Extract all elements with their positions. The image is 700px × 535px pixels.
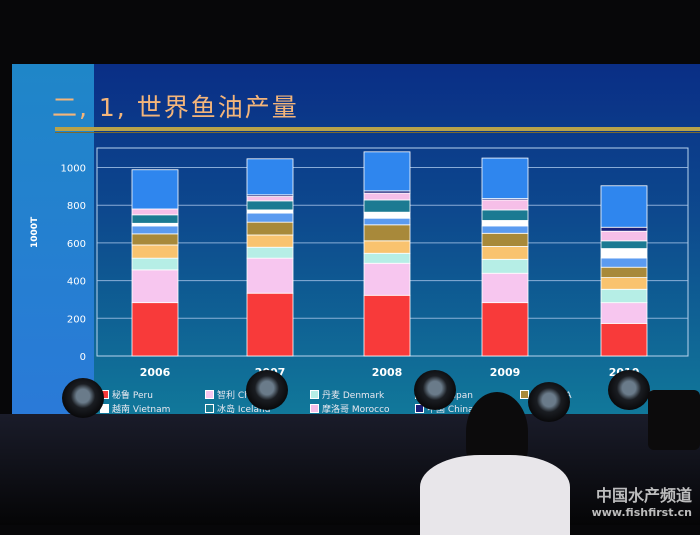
bar-segment [131,302,179,357]
y-tick-label: 400 [67,277,86,288]
slide-left-band [12,64,94,414]
watermark-url: www.fishfirst.cn [591,506,692,519]
legend-label: 中国 China [427,405,474,415]
bar-segment [600,226,648,232]
legend-swatch [205,404,214,413]
bar-segment [481,157,529,200]
legend-swatch [310,404,319,413]
bar-segment [481,302,529,357]
bar-segment [600,185,648,228]
bar-segment [131,214,179,224]
bar-segment [246,196,294,202]
bar-segment [600,302,648,324]
bar-segment [600,322,648,357]
bar-segment [600,240,648,249]
stage-light [62,378,104,418]
bar-segment [246,292,294,357]
bar-segment [481,272,529,304]
legend-swatch [310,390,319,399]
watermark: 中国水产频道 www.fishfirst.cn [592,482,692,519]
bar-segment [481,232,529,247]
legend-label: 丹麦 Denmark [322,391,385,401]
y-tick-label: 600 [67,239,86,250]
legend-item: 冰岛 Iceland [205,402,270,415]
legend-swatch [205,390,214,399]
bar-segment [363,224,411,242]
bar-segment [131,208,179,216]
bar-segment [131,169,179,210]
legend-item: 秘鲁 Peru [100,388,153,401]
title-rule-shadow [55,132,700,133]
legend-item: 丹麦 Denmark [310,388,384,401]
slide-title: 二, 1, 世界鱼油产量 [52,93,299,122]
bar-segment [246,246,294,259]
bar-segment [246,200,294,211]
bar-segment [246,209,294,214]
bar-segment [246,221,294,236]
x-tick-label: 2008 [372,366,403,379]
bar-segment [363,294,411,357]
stage-floor [0,414,700,525]
bar-segment [600,257,648,268]
bar-segment [600,277,648,290]
legend-label: 越南 Vietnam [112,405,171,415]
bar-segment [600,248,648,259]
y-tick-label: 200 [67,314,86,325]
watermark-title: 中国水产频道 [595,486,692,505]
bar-segment [481,258,529,274]
legend-swatch [415,404,424,413]
bar-segment [481,199,529,211]
bar-segment [600,230,648,242]
bar-segment [131,225,179,235]
legend-item: 智利 Chile [205,388,260,401]
stage-light [608,370,650,410]
stage-light [528,382,570,422]
bar-segment [246,257,294,294]
bar-segment [246,212,294,223]
legend-label: 智利 Chile [217,391,261,401]
legend-item: 中国 China [415,402,474,415]
legend-label: 摩洛哥 Morocco [322,405,390,415]
legend-label: 秘鲁 Peru [112,391,153,401]
bar-segment [246,158,294,196]
bar-segment [600,266,648,278]
y-tick-label: 800 [67,201,86,212]
bar-segment [131,244,179,259]
bar-segment [363,262,411,296]
y-tick-label: 0 [80,352,86,363]
bar-segment [600,288,648,304]
bar-segment [363,192,411,201]
bar-segment [481,220,529,227]
stage-light [648,390,700,450]
bar-segment [363,151,411,192]
audience-shirt [420,455,570,535]
legend-item: 摩洛哥 Morocco [310,402,390,415]
bar-segment [363,211,411,219]
stage-light [414,370,456,410]
bar-segment [481,209,529,221]
bar-segment [131,269,179,304]
stage-light [246,370,288,410]
y-tick-label: 1000 [61,164,86,175]
bar-segment [131,257,179,271]
bar-segment [363,199,411,213]
bar-segment [246,234,294,248]
x-tick-label: 2009 [490,366,521,379]
bar-segment [363,217,411,226]
bar-segment [481,246,529,260]
x-tick-label: 2006 [140,366,171,379]
bar-segment [363,252,411,264]
bar-segment [481,225,529,234]
bar-segment [363,240,411,254]
bar-segment [131,233,179,246]
title-rule [55,127,700,131]
legend-label: 冰岛 Iceland [217,405,271,415]
